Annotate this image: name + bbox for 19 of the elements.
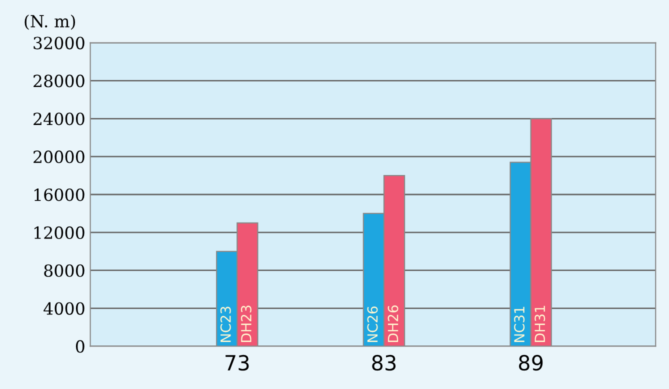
x-tick-label: 73 xyxy=(226,354,249,371)
annotation: NC31 xyxy=(514,306,525,342)
y-axis-title: (N. m) xyxy=(24,14,76,30)
y-tick-label: 24000 xyxy=(34,112,84,126)
annotation: NC23 xyxy=(220,306,231,342)
y-tick-label: 4000 xyxy=(44,302,84,315)
annotation: NC26 xyxy=(367,306,378,342)
x-tick-label: 83 xyxy=(372,354,396,371)
y-tick-label: 12000 xyxy=(34,226,84,239)
y-tick-label: 32000 xyxy=(34,36,84,50)
y-tick-label: 16000 xyxy=(34,188,84,202)
annotation: DH31 xyxy=(534,306,546,342)
y-tick-label: 0 xyxy=(76,340,84,353)
annotation: DH23 xyxy=(240,306,252,342)
annotation: DH26 xyxy=(388,305,398,342)
y-tick-label: 28000 xyxy=(34,74,84,88)
y-tick-label: 8000 xyxy=(44,264,84,277)
y-tick-label: 20000 xyxy=(34,150,84,164)
x-tick-label: 89 xyxy=(518,354,543,371)
